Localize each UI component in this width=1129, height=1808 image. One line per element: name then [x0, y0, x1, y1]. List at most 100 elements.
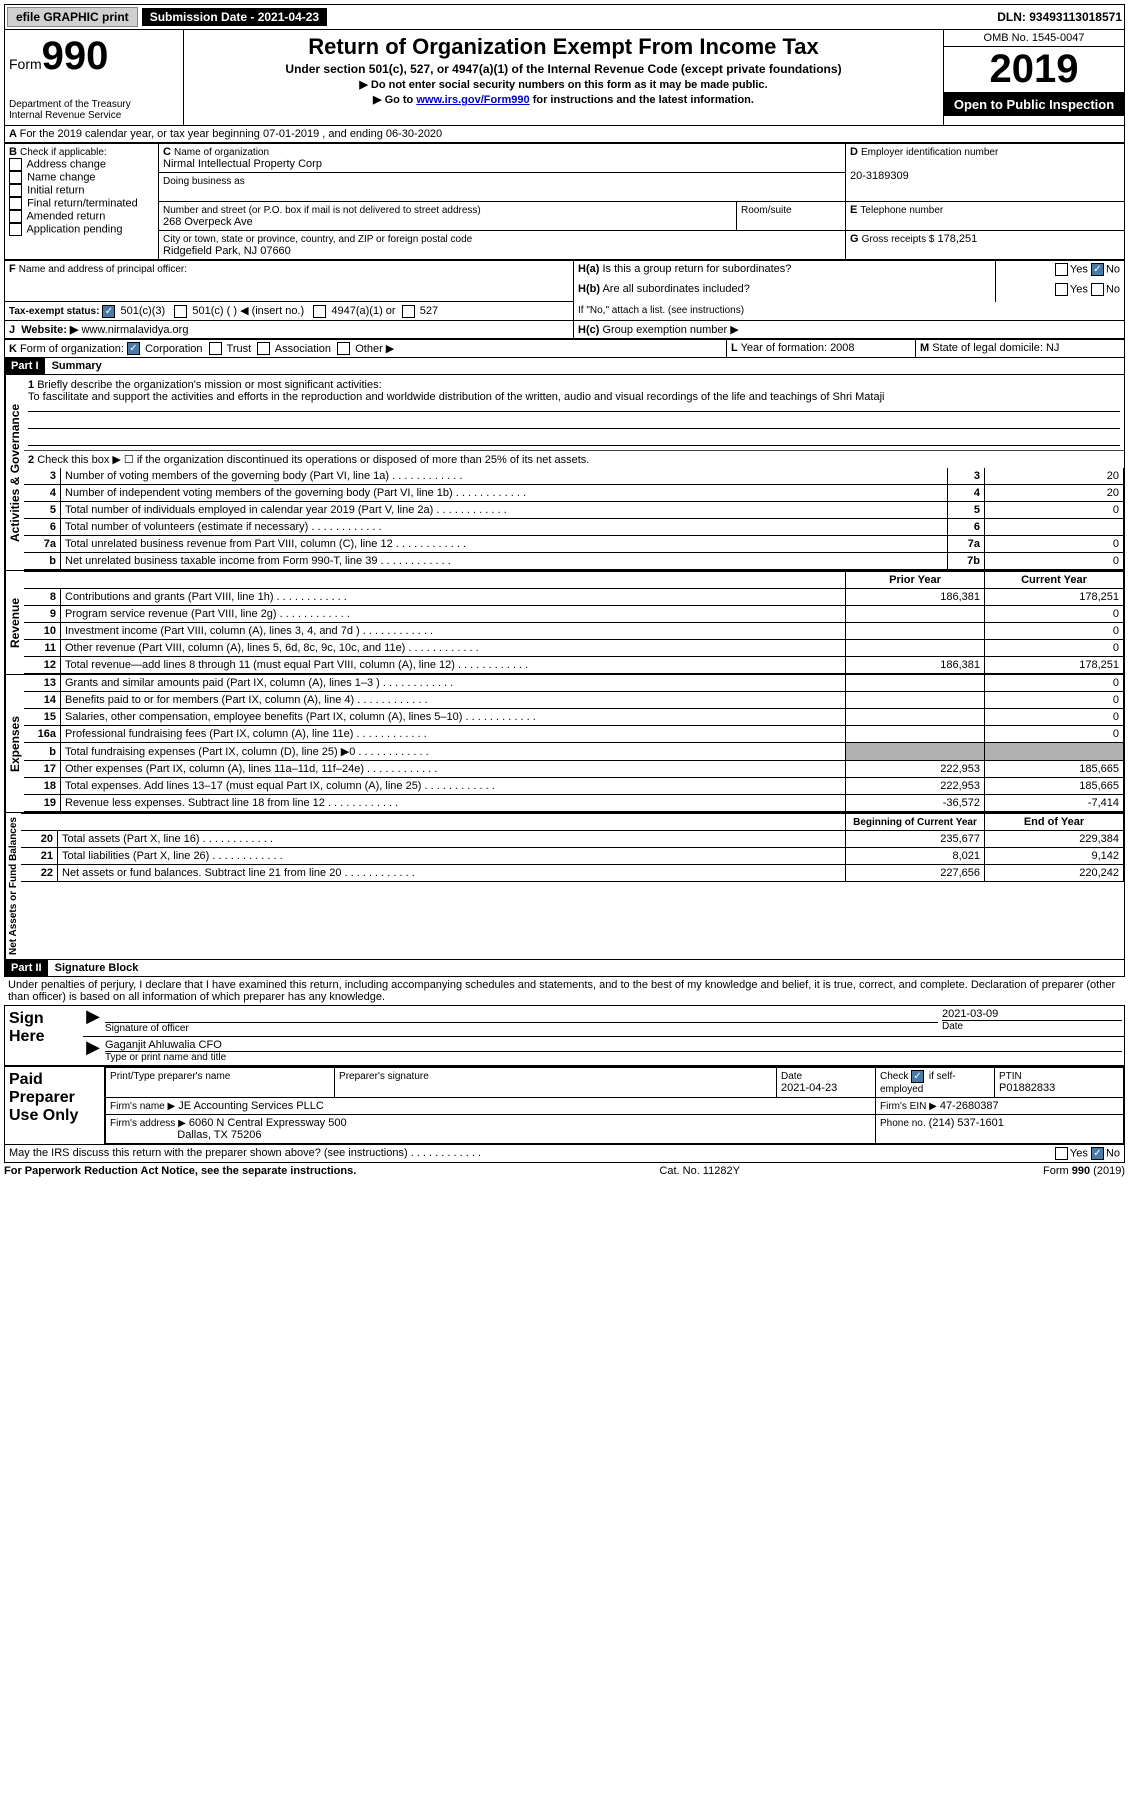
part2-label: Part II	[5, 960, 48, 976]
other-checkbox[interactable]	[337, 342, 350, 355]
section-a: A For the 2019 calendar year, or tax yea…	[4, 126, 1125, 143]
revenue-rows: 8Contributions and grants (Part VIII, li…	[24, 589, 1124, 674]
footer: For Paperwork Reduction Act Notice, see …	[4, 1163, 1125, 1179]
expenses-section: Expenses 13Grants and similar amounts pa…	[4, 675, 1125, 813]
end-year-header: End of Year	[985, 814, 1124, 831]
paperwork-notice: For Paperwork Reduction Act Notice, see …	[4, 1165, 356, 1177]
ha-no[interactable]	[1091, 263, 1104, 276]
self-employed-label: Check if self-employed	[880, 1071, 956, 1095]
sig-arrow2-icon: ▶	[83, 1037, 103, 1065]
submission-date: Submission Date - 2021-04-23	[142, 8, 327, 26]
preparer-block: Paid Preparer Use Only Print/Type prepar…	[4, 1066, 1125, 1145]
side-governance: Activities & Governance	[5, 375, 24, 570]
officer-sig-label: Signature of officer	[105, 1023, 189, 1034]
top-bar: efile GRAPHIC print Submission Date - 20…	[4, 4, 1125, 30]
final-return-checkbox[interactable]	[9, 197, 22, 210]
ein-label: Employer identification number	[861, 147, 998, 158]
gross-receipts-label: Gross receipts $	[862, 234, 935, 245]
form-version: Form 990 (2019)	[1043, 1165, 1125, 1177]
omb-number: OMB No. 1545-0047	[944, 30, 1124, 47]
room-suite-label: Room/suite	[741, 205, 792, 216]
form-of-org-table: K Form of organization: Corporation Trus…	[4, 339, 1125, 359]
part1-header: Part I Summary	[4, 358, 1125, 375]
prep-sig-label: Preparer's signature	[339, 1071, 429, 1082]
date-label: Date	[942, 1021, 963, 1032]
hb-no[interactable]	[1091, 283, 1104, 296]
netassets-header: Beginning of Current YearEnd of Year	[21, 813, 1124, 831]
tax-exempt-label: Tax-exempt status:	[9, 306, 99, 317]
expense-rows: 13Grants and similar amounts paid (Part …	[24, 675, 1124, 812]
firm-phone-label: Phone no.	[880, 1118, 926, 1129]
501c-checkbox[interactable]	[174, 305, 187, 318]
ptin: P01882833	[999, 1082, 1055, 1094]
discuss-row: May the IRS discuss this return with the…	[4, 1145, 1125, 1163]
mission-label: Briefly describe the organization's miss…	[37, 379, 381, 391]
discuss-no[interactable]	[1091, 1147, 1104, 1160]
firm-addr2: Dallas, TX 75206	[177, 1129, 261, 1141]
form-label: Form	[9, 56, 42, 72]
netassets-rows: 20Total assets (Part X, line 16)235,6772…	[21, 831, 1124, 882]
part2-title: Signature Block	[51, 962, 139, 974]
form-number: 990	[42, 34, 109, 78]
name-change-checkbox[interactable]	[9, 171, 22, 184]
domicile: NJ	[1046, 342, 1059, 354]
dba-label: Doing business as	[163, 176, 245, 187]
sig-arrow-icon: ▶	[83, 1006, 103, 1036]
signature-block: Sign Here ▶ Signature of officer 2021-03…	[4, 1005, 1125, 1066]
goto-pre: Go to	[385, 94, 417, 106]
527-checkbox[interactable]	[402, 305, 415, 318]
501c3-checkbox[interactable]	[102, 305, 115, 318]
firm-ein-label: Firm's EIN ▶	[880, 1101, 937, 1112]
ha-yes[interactable]	[1055, 263, 1068, 276]
assoc-checkbox[interactable]	[257, 342, 270, 355]
officer-name: Gaganjit Ahluwalia CFO	[105, 1039, 222, 1051]
domicile-label: State of legal domicile:	[932, 342, 1043, 354]
website-label: Website: ▶	[21, 324, 78, 336]
sign-here-label: Sign Here	[5, 1006, 83, 1065]
firm-addr-label: Firm's address ▶	[110, 1118, 186, 1129]
form-subtitle: Under section 501(c), 527, or 4947(a)(1)…	[188, 62, 939, 76]
irs-link[interactable]: www.irs.gov/Form990	[416, 94, 529, 106]
phone-label: Telephone number	[860, 205, 943, 216]
form-header: Form990 Department of the Treasury Inter…	[4, 30, 1125, 126]
hb-yes[interactable]	[1055, 283, 1068, 296]
application-pending-checkbox[interactable]	[9, 223, 22, 236]
cat-no: Cat. No. 11282Y	[659, 1165, 740, 1177]
header-info-table: B Check if applicable: Address change Na…	[4, 143, 1125, 260]
sig-date: 2021-03-09	[942, 1008, 998, 1020]
check-applicable-label: Check if applicable:	[20, 147, 107, 158]
dept-treasury: Department of the Treasury	[9, 99, 179, 110]
netassets-section: Net Assets or Fund Balances Beginning of…	[4, 813, 1125, 960]
year-formation-label: Year of formation:	[741, 342, 827, 354]
year-formation: 2008	[830, 342, 854, 354]
discuss-yes[interactable]	[1055, 1147, 1068, 1160]
prep-date: 2021-04-23	[781, 1082, 837, 1094]
irs-label: Internal Revenue Service	[9, 110, 179, 121]
efile-button[interactable]: efile GRAPHIC print	[7, 7, 138, 27]
hb-note: If "No," attach a list. (see instruction…	[578, 305, 744, 316]
governance-rows: 3Number of voting members of the governi…	[24, 468, 1124, 570]
address-change-checkbox[interactable]	[9, 158, 22, 171]
tax-year: 2019	[944, 47, 1124, 93]
gross-receipts: 178,251	[938, 233, 978, 245]
city-state-zip: Ridgefield Park, NJ 07660	[163, 245, 291, 257]
name-title-label: Type or print name and title	[105, 1052, 226, 1063]
current-year-header: Current Year	[985, 572, 1124, 589]
form-org-label: Form of organization:	[20, 343, 124, 355]
org-name-label: Name of organization	[174, 147, 269, 158]
tax-year-line: For the 2019 calendar year, or tax year …	[20, 128, 443, 140]
prior-year-header: Prior Year	[846, 572, 985, 589]
begin-year-header: Beginning of Current Year	[846, 814, 985, 831]
amended-return-checkbox[interactable]	[9, 210, 22, 223]
corp-checkbox[interactable]	[127, 342, 140, 355]
initial-return-checkbox[interactable]	[9, 184, 22, 197]
self-employed-checkbox[interactable]	[911, 1070, 924, 1083]
trust-checkbox[interactable]	[209, 342, 222, 355]
prep-date-label: Date	[781, 1071, 802, 1082]
side-netassets: Net Assets or Fund Balances	[5, 813, 21, 959]
paid-preparer-label: Paid Preparer Use Only	[5, 1067, 105, 1144]
public-inspection: Open to Public Inspection	[944, 93, 1124, 116]
4947-checkbox[interactable]	[313, 305, 326, 318]
part2-header: Part II Signature Block	[4, 960, 1125, 977]
line2-text: Check this box ▶ ☐ if the organization d…	[37, 454, 589, 466]
